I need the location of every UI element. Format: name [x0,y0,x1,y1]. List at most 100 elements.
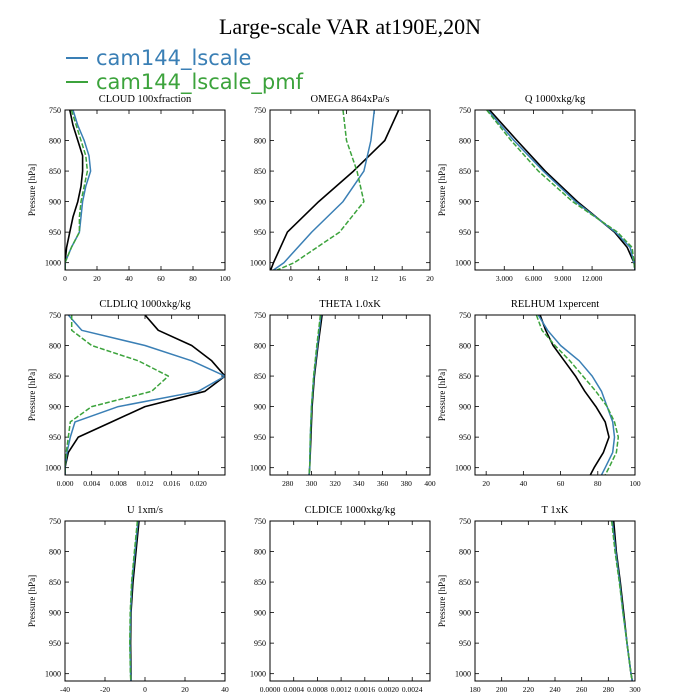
y-tick-label: 850 [254,372,266,381]
x-tick-label: 280 [603,685,615,694]
x-tick-label: 100 [219,274,231,283]
series-line-reference [308,315,323,475]
y-tick-label: 950 [459,228,471,237]
y-tick-label: 1000 [45,464,61,473]
x-tick-label: 0.012 [137,479,154,488]
x-tick-label: 20 [93,274,101,283]
x-tick-label: 0.000 [57,479,74,488]
figure-title: Large-scale VAR at190E,20N [218,14,482,39]
series-line-lscale [537,315,616,475]
series-line-reference [65,110,84,270]
x-tick-label: 280 [282,479,294,488]
panel-frame [474,109,636,271]
x-tick-label: 8 [345,274,349,283]
legend-line-pmf [66,81,88,83]
y-tick-label: 900 [49,198,61,207]
y-tick-label: 900 [459,403,471,412]
x-tick-label: 4 [317,274,321,283]
y-tick-label: 950 [254,639,266,648]
y-tick-label: 850 [49,578,61,587]
series-line-pmf [65,315,170,475]
y-axis-label: Pressure [hPa] [27,164,37,216]
y-tick-label: 800 [254,342,266,351]
y-tick-label: 1000 [250,464,266,473]
x-tick-label: 0.0000 [260,685,281,694]
y-tick-label: 750 [254,311,266,320]
x-tick-label: 260 [576,685,588,694]
x-tick-label: 3.000 [496,274,513,283]
panel-3: Q 1000xkg/kg 750 800 850 900 950 1000 3.000 6.00… [437,94,636,283]
y-tick-label: 900 [49,403,61,412]
y-tick-label: 750 [49,517,61,526]
panel-frame [64,520,226,682]
y-tick-label: 800 [459,342,471,351]
panel-title: RELHUM 1xpercent [511,299,599,310]
panel-6: RELHUM 1xpercent 750 800 850 900 950 1000 20 40 6… [437,299,641,488]
y-tick-label: 800 [254,548,266,557]
y-tick-label: 750 [459,517,471,526]
series-line-pmf [610,521,634,681]
y-axis-label: Pressure [hPa] [437,369,447,421]
y-axis-label: Pressure [hPa] [27,369,37,421]
x-tick-label: 300 [306,479,318,488]
x-tick-label: 60 [557,479,565,488]
x-tick-label: 180 [469,685,481,694]
y-tick-label: 750 [49,106,61,115]
x-tick-label: 80 [189,274,197,283]
x-tick-label: 360 [377,479,389,488]
series-line-reference [270,110,400,270]
x-tick-label: 0.0016 [355,685,376,694]
x-tick-label: 0.0004 [283,685,304,694]
y-tick-label: 1000 [455,670,471,679]
x-tick-label: 40 [125,274,133,283]
x-tick-label: 100 [629,479,641,488]
y-tick-label: 950 [49,433,61,442]
y-tick-label: 1000 [250,670,266,679]
series-line-pmf [276,110,365,270]
x-tick-label: 0 [63,274,67,283]
series-line-pmf [535,315,620,475]
y-tick-label: 800 [49,137,61,146]
x-tick-label: 400 [424,479,436,488]
panel-title: U 1xm/s [127,505,163,516]
series-line-pmf [308,315,322,475]
panel-frame [64,314,226,476]
x-tick-label: 220 [523,685,535,694]
panel-4: CLDLIQ 1000xkg/kg 750 800 850 900 950 1000 0.00… [27,299,226,488]
x-tick-label: 16 [398,274,406,283]
legend: cam144_lscale cam144_lscale_pmf [66,46,303,94]
legend-entry-lscale: cam144_lscale [66,46,303,70]
series-line-lscale [273,110,376,270]
y-tick-label: 950 [49,639,61,648]
panel-title: CLOUD 100xfraction [99,94,192,105]
x-tick-label: 12.000 [582,274,603,283]
y-tick-label: 900 [254,403,266,412]
x-tick-label: 60 [157,274,165,283]
x-tick-label: 0.0024 [402,685,423,694]
series-line-lscale [487,110,635,270]
y-tick-label: 850 [459,372,471,381]
y-tick-label: 950 [459,639,471,648]
y-tick-label: 750 [254,517,266,526]
y-tick-label: 1000 [45,670,61,679]
y-tick-label: 950 [49,228,61,237]
x-tick-label: 20 [426,274,434,283]
y-tick-label: 900 [459,198,471,207]
y-tick-label: 850 [49,167,61,176]
y-axis-label: Pressure [hPa] [27,575,37,627]
x-tick-label: 200 [496,685,508,694]
y-tick-label: 950 [254,433,266,442]
x-tick-label: 0.0008 [307,685,328,694]
legend-line-lscale [66,57,88,59]
y-tick-label: 900 [254,609,266,618]
x-tick-label: 0.020 [190,479,207,488]
y-tick-label: 800 [459,548,471,557]
series-line-lscale [65,315,225,475]
series-line-pmf [486,110,635,270]
x-tick-label: 240 [549,685,561,694]
y-tick-label: 1000 [45,259,61,268]
x-tick-label: 12 [371,274,379,283]
x-tick-label: 40 [520,479,528,488]
